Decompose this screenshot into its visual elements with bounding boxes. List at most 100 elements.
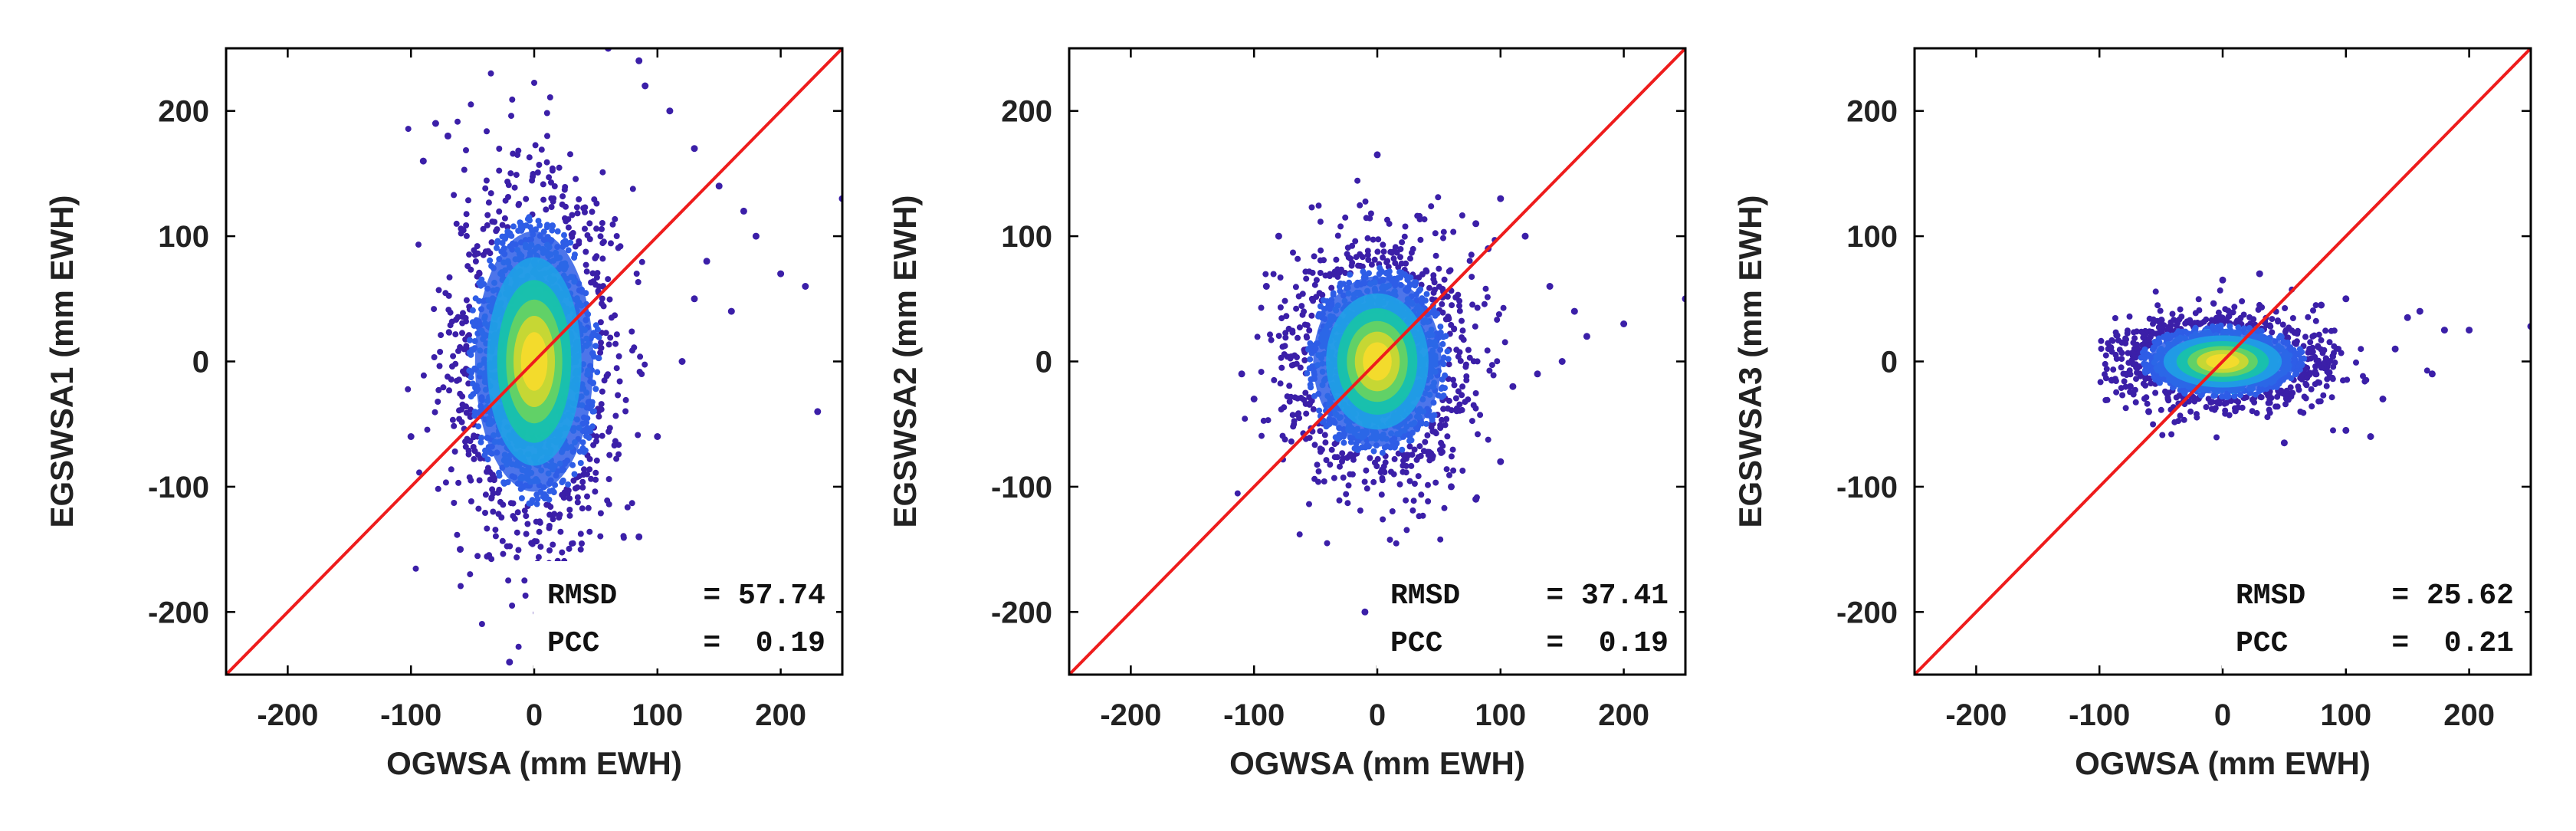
density-point (1342, 270, 1349, 276)
density-point (1323, 457, 1330, 464)
density-point (492, 533, 499, 540)
density-point (448, 376, 454, 383)
density-point (508, 113, 514, 120)
density-point (468, 266, 474, 273)
scatter-point (678, 358, 686, 365)
density-point (2113, 389, 2120, 396)
density-point (1495, 311, 1502, 317)
density-point (2312, 317, 2319, 324)
density-point (1388, 468, 1394, 475)
density-point (2250, 316, 2257, 323)
rmsd-value: = 57.74 (703, 580, 825, 613)
density-point (1470, 402, 1477, 409)
density-point (496, 469, 502, 476)
density-point (636, 369, 643, 375)
density-point (1406, 438, 1413, 445)
density-point (1277, 380, 1284, 387)
density-point (1472, 323, 1478, 330)
density-point (445, 292, 452, 299)
density-point (1416, 513, 1423, 520)
density-point (2289, 315, 2296, 321)
density-point (2266, 406, 2272, 413)
density-point (1281, 343, 1288, 350)
density-point (1275, 333, 1282, 340)
scatter-point (715, 182, 723, 190)
density-point (499, 537, 506, 544)
density-point (2276, 334, 2282, 341)
density-point (1411, 481, 1418, 487)
density-point (1477, 412, 1484, 419)
density-point (2312, 363, 2318, 370)
density-point (1304, 370, 1311, 376)
density-point (592, 488, 599, 495)
density-point (2113, 356, 2120, 362)
density-point (453, 220, 460, 227)
density-point (1391, 455, 1398, 462)
density-point (2143, 394, 2150, 401)
density-point (546, 523, 553, 529)
density-point (550, 541, 556, 548)
density-point (459, 330, 465, 337)
density-point (1311, 253, 1318, 260)
y-tick-label: 0 (1035, 346, 1052, 379)
density-point (1437, 422, 1444, 429)
y-axis-label: EGSWSA1 (mm EWH) (44, 195, 80, 527)
density-point (1448, 453, 1455, 460)
density-point (2162, 388, 2168, 395)
density-point (1308, 397, 1315, 404)
density-point (481, 281, 487, 287)
density-point (1378, 491, 1385, 498)
density-point (463, 147, 469, 153)
density-point (1486, 367, 1493, 374)
pcc-value: = 0.19 (703, 627, 825, 660)
density-point (1440, 406, 1447, 412)
density-point (1400, 468, 1406, 475)
density-point (2118, 356, 2125, 363)
scatter-point (1361, 608, 1369, 616)
density-point (597, 319, 604, 326)
scatter-point (444, 132, 451, 140)
density-point (1395, 264, 1402, 271)
density-point (1386, 220, 1393, 227)
density-point (1321, 432, 1328, 438)
density-point (1303, 275, 1310, 282)
density-point (2144, 400, 2151, 407)
density-point (606, 452, 613, 458)
scatter-point (457, 546, 464, 553)
density-point (1484, 347, 1491, 354)
density-point (1500, 304, 1507, 311)
density-point (451, 500, 458, 506)
density-point (487, 70, 494, 77)
y-tick-label: 100 (1001, 220, 1052, 254)
density-point (593, 457, 600, 464)
density-point (1459, 317, 1465, 324)
density-point (2098, 346, 2105, 352)
x-tick-label: 0 (1369, 698, 1386, 732)
scatter-point (1509, 383, 1517, 390)
density-point (1415, 473, 1422, 480)
density-point (566, 512, 573, 519)
density-point (510, 513, 517, 520)
y-tick-label: -200 (991, 596, 1052, 629)
density-point (482, 491, 489, 498)
density-point (460, 310, 466, 317)
density-point (1403, 527, 1410, 534)
density-point (615, 392, 622, 399)
density-point (586, 220, 593, 227)
density-point (1357, 202, 1363, 209)
density-point (474, 250, 481, 257)
density-point (1334, 232, 1341, 239)
density-point (2235, 404, 2242, 411)
density-point (475, 423, 482, 430)
density-point (1450, 467, 1457, 474)
scatter-point (642, 82, 649, 90)
density-point (2173, 322, 2180, 329)
density-point (1258, 432, 1265, 439)
density-point (2297, 409, 2304, 415)
density-point (1451, 326, 1458, 333)
density-point (534, 169, 541, 176)
density-point (2315, 331, 2322, 338)
density-point (2177, 412, 2184, 419)
density-point (1331, 475, 1337, 481)
